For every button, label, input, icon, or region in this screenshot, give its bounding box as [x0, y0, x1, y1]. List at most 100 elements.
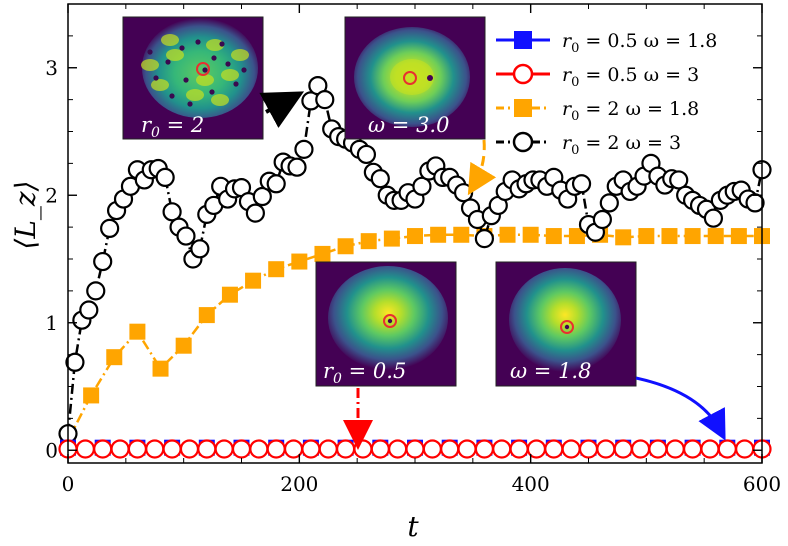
inset-r0-2-label: r0 = 2	[141, 113, 204, 141]
data-point	[630, 439, 651, 459]
data-point	[318, 439, 338, 459]
inset-r0-2-density	[142, 18, 258, 118]
vortex-spot	[219, 41, 225, 47]
data-point	[405, 439, 425, 459]
legend: r0 = 0.5 ω = 1.8 r0 = 0.5 ω = 3 r0 = 2 ω…	[496, 30, 717, 158]
data-point	[314, 245, 331, 262]
data-point	[268, 261, 285, 278]
data-point	[383, 230, 400, 247]
data-point	[370, 439, 390, 459]
data-point	[301, 439, 321, 459]
data-point	[665, 439, 685, 459]
inset-omega-3-core	[390, 59, 434, 95]
data-point	[315, 90, 335, 110]
data-point	[717, 439, 737, 459]
data-point	[745, 193, 765, 213]
density-patch	[221, 69, 239, 81]
data-point	[249, 439, 269, 459]
data-point	[152, 360, 169, 377]
data-point	[336, 439, 356, 459]
inset-r0-2-label-r: r	[141, 113, 153, 137]
x-tick-label: 400	[512, 472, 550, 496]
y-axis-label: ⟨L_z⟩	[9, 180, 42, 249]
data-point	[499, 226, 516, 243]
density-patch	[196, 74, 214, 86]
data-point	[407, 228, 423, 245]
data-point	[599, 193, 619, 213]
data-point	[214, 439, 234, 459]
legend-label-black: r0 = 2 ω = 3	[562, 132, 681, 158]
vortex-spot	[211, 55, 217, 61]
inset-r0-05: r0 = 0.5	[315, 261, 457, 387]
x-tick-label: 0	[62, 472, 75, 496]
annotations	[259, 91, 726, 450]
data-point	[198, 307, 215, 324]
y-tick-label: 1	[45, 311, 58, 335]
data-point	[457, 439, 477, 459]
legend-entry-black: r0 = 2 ω = 3	[496, 131, 681, 158]
data-point	[370, 169, 390, 189]
density-patch	[231, 49, 249, 61]
data-point	[578, 439, 599, 459]
inset-omega-18-density	[509, 268, 621, 372]
inset-r0-05-label-r: r	[323, 359, 335, 383]
legend-label-red: r0 = 0.5 ω = 3	[562, 64, 699, 90]
data-point	[571, 174, 592, 194]
density-patch	[166, 49, 184, 61]
data-point	[648, 439, 668, 459]
inset-omega-18: ω = 1.8	[495, 261, 637, 387]
data-point	[100, 218, 120, 238]
vortex-spot	[169, 93, 175, 99]
density-patch	[141, 59, 159, 71]
y-tick-label: 3	[45, 56, 58, 80]
legend-label-blue: r0 = 0.5 ω = 1.8	[562, 30, 717, 56]
vortex-spot	[233, 81, 239, 87]
inset-r0-2-vortices	[141, 34, 249, 107]
data-point	[522, 226, 539, 243]
legend-label-blue-sub: 0	[571, 41, 579, 56]
vortex-spot	[179, 45, 185, 51]
legend-label-orange: r0 = 2 ω = 1.8	[562, 98, 699, 124]
data-point	[266, 174, 286, 194]
data-point	[75, 439, 95, 459]
data-point	[568, 228, 585, 245]
data-point	[155, 167, 175, 187]
axis-ticks: 0 200 400 600 0 1 2 3	[45, 4, 781, 496]
data-point	[661, 228, 678, 245]
inset-r0-2: r0 = 2	[122, 16, 264, 141]
inset-r0-2-label-sub: 0	[151, 125, 160, 141]
legend-label-orange-r: r	[562, 98, 573, 120]
vortex-spot	[209, 89, 215, 95]
inset-omega-3-marker-circle	[403, 71, 417, 85]
data-point	[684, 228, 701, 245]
data-point	[730, 228, 747, 245]
data-point	[162, 202, 182, 222]
data-point	[287, 157, 307, 177]
data-point	[197, 439, 217, 459]
inset-omega-3-label: ω = 3.0	[368, 113, 449, 137]
data-point	[127, 439, 147, 459]
data-point	[561, 439, 581, 459]
data-point	[353, 439, 373, 459]
data-point	[190, 239, 210, 259]
legend-label-orange-rest: = 2 ω = 1.8	[579, 98, 699, 120]
data-point	[86, 281, 106, 301]
data-point	[669, 170, 689, 190]
data-point	[83, 387, 100, 404]
data-point	[106, 349, 123, 366]
data-point	[110, 439, 130, 459]
inset-omega-3-vortex	[427, 75, 433, 81]
inset-r0-05-density	[328, 266, 448, 370]
legend-entry-orange: r0 = 2 ω = 1.8	[496, 98, 699, 124]
series-1	[58, 439, 772, 459]
vortex-spot	[225, 61, 231, 67]
legend-entry-red: r0 = 0.5 ω = 3	[496, 63, 699, 90]
legend-label-blue-r: r	[562, 30, 573, 52]
vortex-spot	[241, 67, 247, 73]
data-point	[735, 439, 755, 459]
data-point	[700, 439, 720, 459]
vortex-spot	[147, 49, 153, 55]
vortex-spot	[195, 39, 201, 45]
data-point	[360, 233, 377, 250]
data-point	[703, 208, 724, 228]
